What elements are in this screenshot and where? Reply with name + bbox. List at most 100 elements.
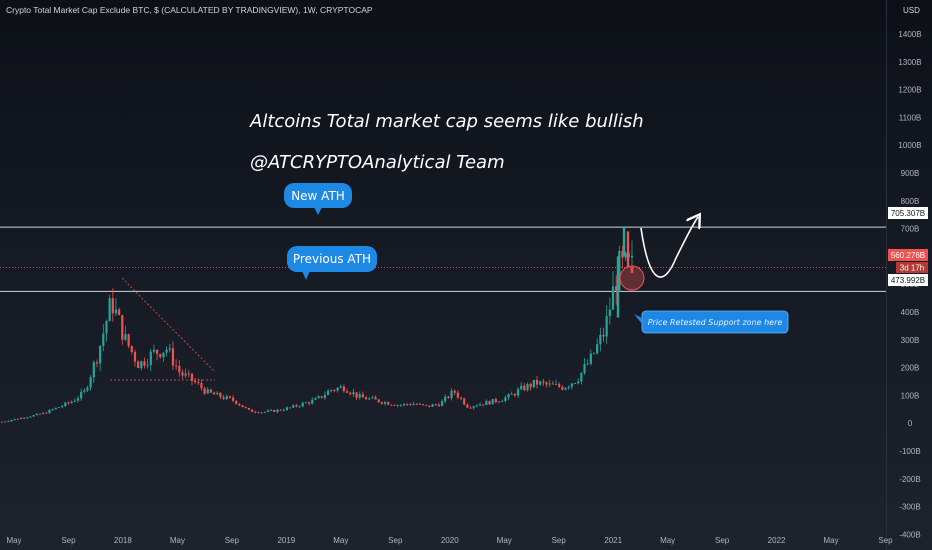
candle-body (19, 417, 23, 420)
candle-body (361, 394, 365, 398)
candle-body (409, 404, 412, 406)
new-ath-price-tag: 705.307B (888, 207, 928, 219)
candle-body (602, 334, 605, 337)
candle-body (127, 334, 130, 347)
candle-body (387, 402, 390, 405)
candle-body (38, 413, 42, 415)
candle-body (206, 389, 209, 394)
candle-body (266, 410, 270, 412)
candle-body (501, 400, 504, 402)
previous-ath-callout[interactable]: Previous ATH (287, 246, 377, 280)
candle-body (175, 365, 178, 367)
candle-body (393, 405, 396, 406)
candle-body (558, 383, 561, 387)
candle-body (228, 396, 232, 398)
candle-body (425, 404, 428, 406)
new-ath-callout[interactable]: New ATH (284, 183, 352, 215)
x-tick-label: May (660, 536, 675, 545)
candle-body (421, 404, 425, 405)
candle-body (450, 390, 453, 398)
candle-body (254, 411, 257, 413)
headline-annotation[interactable]: Altcoins Total market cap seems like bul… (249, 111, 644, 132)
candle-body (456, 392, 459, 398)
candle-body (137, 361, 140, 369)
candle-body (323, 394, 327, 398)
candle-body (342, 386, 346, 392)
candle-body (488, 401, 491, 405)
candle-body (349, 392, 352, 395)
candle-body (181, 372, 184, 376)
candle-body (178, 366, 181, 373)
candle-body (235, 400, 238, 404)
candle-body (485, 401, 488, 405)
candle-body (412, 404, 415, 406)
retest-highlight-circle[interactable] (619, 265, 645, 291)
candle-body (114, 309, 118, 314)
candle-body (526, 383, 529, 391)
candle-body (469, 407, 472, 409)
candle-body (260, 412, 263, 414)
candle-body (86, 387, 89, 391)
candle-body (301, 402, 304, 407)
candle-body (102, 333, 105, 346)
candle-body (374, 397, 377, 400)
candle-body (35, 413, 38, 416)
candle-body (99, 345, 102, 364)
candle-body (520, 385, 523, 390)
y-tick-label: 800B (901, 197, 920, 206)
team-annotation[interactable]: @ATCRYPTOAnalytical Team (250, 152, 505, 173)
candle-body (0, 421, 4, 423)
candle-body (336, 387, 339, 391)
candle-body (219, 392, 222, 398)
candle-body (111, 298, 114, 314)
y-tick-label: 200B (901, 364, 920, 373)
candle-body (472, 406, 475, 408)
candle-body (292, 405, 295, 408)
candle-body (583, 364, 586, 373)
candle-body (225, 396, 228, 400)
candle-body (140, 361, 143, 369)
candle-body (282, 410, 285, 411)
candle-body (7, 421, 10, 423)
candle-body (529, 383, 532, 388)
candle-body (504, 397, 507, 401)
candle-body (507, 394, 510, 398)
y-tick-label: 1300B (898, 58, 921, 67)
candle-body (10, 420, 13, 422)
x-tick-label: Sep (61, 536, 76, 545)
candle-body (200, 383, 203, 389)
candle-body (70, 401, 73, 404)
candle-body (399, 405, 402, 406)
x-tick-label: 2018 (114, 536, 132, 545)
y-tick-label: 1400B (898, 30, 921, 39)
candle-body (415, 404, 418, 405)
candle-body (431, 404, 434, 407)
y-tick-label: 0 (908, 419, 913, 428)
candle-body (523, 385, 526, 391)
candle-body (535, 379, 539, 385)
candle-body (440, 401, 444, 407)
candle-body (317, 396, 320, 399)
candle-body (16, 418, 19, 420)
candle-body (364, 397, 368, 400)
candle-body (554, 383, 558, 385)
x-tick-label: May (6, 536, 21, 545)
support-callout[interactable]: Price Retested Support zone here (634, 310, 789, 334)
candle-body (545, 382, 548, 385)
candle-body (402, 403, 406, 406)
candle-body (184, 373, 187, 376)
x-tick-label: Sep (552, 536, 567, 545)
candle-body (577, 381, 580, 384)
x-tick-label: May (170, 536, 185, 545)
candle-body (133, 351, 137, 362)
candle-body (269, 409, 273, 411)
candle-body (95, 362, 99, 364)
candle-body (285, 407, 289, 411)
projection-arrow[interactable] (640, 217, 698, 278)
candle-body (444, 396, 447, 402)
candle-body (466, 404, 469, 408)
candle-body (573, 383, 577, 384)
x-tick-label: May (497, 536, 512, 545)
